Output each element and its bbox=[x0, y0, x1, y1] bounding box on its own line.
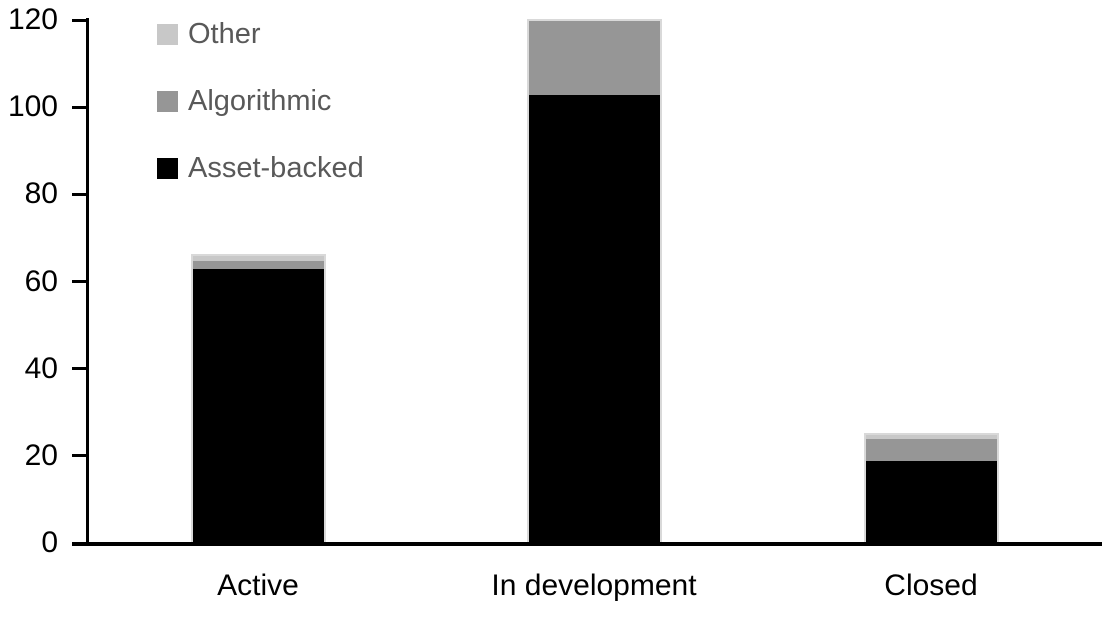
y-tick-label-40: 40 bbox=[24, 351, 58, 385]
x-category-label-in-development: In development bbox=[491, 569, 697, 602]
y-tick-label-80: 80 bbox=[24, 177, 58, 211]
bar-in-development-segment-algorithmic[interactable] bbox=[528, 21, 660, 96]
y-tick-mark-80 bbox=[72, 192, 88, 196]
legend-item-algorithmic: Algorithmic bbox=[157, 85, 332, 117]
bar-active-segment-other[interactable] bbox=[192, 256, 324, 261]
legend-label-algorithmic: Algorithmic bbox=[188, 85, 332, 117]
y-tick-label-100: 100 bbox=[7, 90, 58, 124]
bar-in-development[interactable] bbox=[526, 19, 662, 544]
legend-item-other: Other bbox=[157, 18, 261, 50]
y-tick-mark-60 bbox=[72, 280, 88, 283]
bar-active-segment-asset-backed[interactable] bbox=[192, 269, 324, 544]
y-tick-mark-40 bbox=[72, 367, 88, 371]
y-tick-label-60: 60 bbox=[24, 264, 58, 298]
x-category-label-closed: Closed bbox=[884, 569, 978, 602]
legend-label-asset-backed: Asset-backed bbox=[188, 152, 364, 184]
y-tick-label-120: 120 bbox=[7, 3, 58, 36]
y-tick-label-0: 0 bbox=[41, 526, 58, 559]
bar-closed-segment-asset-backed[interactable] bbox=[865, 461, 997, 544]
legend-item-asset-backed: Asset-backed bbox=[157, 152, 364, 184]
bar-active[interactable] bbox=[190, 254, 326, 544]
y-tick-mark-100 bbox=[72, 105, 88, 109]
legend-swatch-algorithmic bbox=[157, 90, 178, 112]
y-tick-mark-20 bbox=[72, 454, 88, 458]
x-category-label-active: Active bbox=[217, 569, 299, 602]
y-tick-mark-120 bbox=[72, 18, 88, 22]
bar-active-segment-algorithmic[interactable] bbox=[192, 260, 324, 270]
legend-swatch-asset-backed bbox=[157, 157, 178, 179]
legend-swatch-other bbox=[157, 23, 178, 45]
bar-in-development-segment-asset-backed[interactable] bbox=[528, 95, 660, 544]
y-tick-label-20: 20 bbox=[24, 438, 58, 472]
bar-closed-segment-other[interactable] bbox=[865, 435, 997, 440]
x-axis-line bbox=[72, 542, 1102, 546]
legend-label-other: Other bbox=[188, 18, 261, 50]
bar-closed[interactable] bbox=[863, 433, 999, 544]
bar-closed-segment-algorithmic[interactable] bbox=[865, 439, 997, 462]
